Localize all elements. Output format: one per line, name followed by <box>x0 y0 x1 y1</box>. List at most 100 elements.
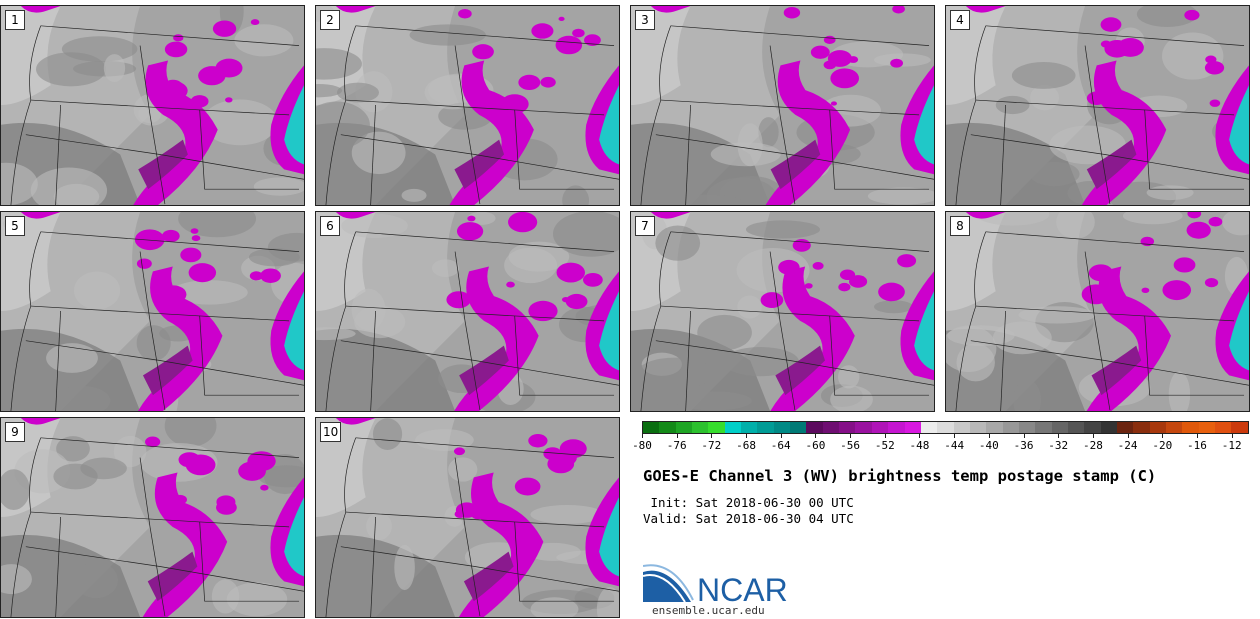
colorbar-tick-label: -48 <box>909 439 930 452</box>
stamp-panel-9: 9 <box>0 417 305 618</box>
panel-label: 4 <box>950 10 970 30</box>
colorbar-tick-label: -36 <box>1013 439 1034 452</box>
colorbar-tick-label: -68 <box>736 439 756 452</box>
colorbar-segment <box>953 422 970 433</box>
colorbar-tick-label: -24 <box>1117 439 1138 452</box>
stamp-panel-8: 8 <box>945 211 1250 412</box>
colorbar-segment <box>855 422 872 433</box>
colorbar-tick-label: -16 <box>1187 439 1207 452</box>
colorbar-segment <box>1166 422 1183 433</box>
colorbar-tick-label: -12 <box>1221 439 1242 452</box>
logo-text: NCAR <box>697 572 788 606</box>
panel-label: 8 <box>950 216 970 236</box>
colorbar-segment <box>1215 422 1232 433</box>
colorbar-segment <box>839 422 856 433</box>
colorbar-tick-label: -64 <box>770 439 791 452</box>
colorbar-segment <box>1002 422 1019 433</box>
colorbar-segment <box>757 422 774 433</box>
colorbar-tick-label: -72 <box>701 439 722 452</box>
stamp-panel-5: 5 <box>0 211 305 412</box>
colorbar-tick <box>746 434 748 438</box>
colorbar-tick <box>815 434 817 438</box>
colorbar-segment <box>675 422 693 433</box>
colorbar-tick <box>884 434 886 438</box>
colorbar-segment <box>1067 422 1085 433</box>
colorbar-tick <box>1162 434 1164 438</box>
colorbar-segment <box>741 422 758 433</box>
stamp-panel-1: 1 <box>0 5 305 206</box>
chart-title: GOES-E Channel 3 (WV) brightness temp po… <box>643 467 1157 485</box>
panel-label: 2 <box>320 10 340 30</box>
colorbar-tick <box>954 434 956 438</box>
colorbar-segment <box>1149 422 1166 433</box>
panel-label: 10 <box>320 422 342 442</box>
logo-url: ensemble.ucar.edu <box>652 604 765 617</box>
stamp-panel-4: 4 <box>945 5 1250 206</box>
valid-time: Valid: Sat 2018-06-30 04 UTC <box>643 511 854 526</box>
colorbar-segment <box>643 422 660 433</box>
colorbar-segment <box>1100 422 1117 433</box>
colorbar-tick-label: -40 <box>978 439 999 452</box>
colorbar-segment <box>724 422 742 433</box>
colorbar-segment <box>904 422 921 433</box>
colorbar-tick <box>676 434 678 438</box>
colorbar-segment <box>1231 422 1248 433</box>
colorbar-segment <box>692 422 709 433</box>
colorbar-tick-label: -76 <box>666 439 687 452</box>
colorbar-tick <box>1092 434 1094 438</box>
colorbar-segment <box>920 422 938 433</box>
colorbar-tick-label: -28 <box>1082 439 1103 452</box>
stamp-panel-2: 2 <box>315 5 620 206</box>
colorbar-segment <box>1182 422 1199 433</box>
colorbar-tick <box>988 434 990 438</box>
colorbar-segment <box>986 422 1003 433</box>
colorbar-tick <box>711 434 713 438</box>
colorbar-segment <box>806 422 823 433</box>
colorbar-tick <box>1023 434 1025 438</box>
colorbar-tick <box>1196 434 1198 438</box>
colorbar-segment <box>1133 422 1150 433</box>
colorbar-tick <box>919 434 921 438</box>
colorbar-tick-label: -52 <box>874 439 895 452</box>
colorbar-tick-label: -80 <box>632 439 652 452</box>
colorbar-tick-label: -44 <box>944 439 965 452</box>
colorbar-segment <box>790 422 807 433</box>
colorbar-tick <box>1231 434 1233 438</box>
colorbar-segment <box>1035 422 1052 433</box>
colorbar-segment <box>1198 422 1216 433</box>
colorbar-segment <box>871 422 889 433</box>
colorbar-tick <box>642 434 643 438</box>
colorbar-segment <box>1084 422 1101 433</box>
stamp-panel-6: 6 <box>315 211 620 412</box>
colorbar-tick-label: -60 <box>805 439 826 452</box>
panel-label: 1 <box>5 10 25 30</box>
colorbar-segment <box>888 422 905 433</box>
colorbar-segment <box>708 422 725 433</box>
panel-label: 9 <box>5 422 25 442</box>
panel-label: 5 <box>5 216 25 236</box>
ncar-logo: NCAR <box>642 562 793 608</box>
colorbar-segment <box>969 422 987 433</box>
colorbar-segment <box>822 422 840 433</box>
colorbar-segment <box>773 422 791 433</box>
colorbar-tick <box>850 434 852 438</box>
colorbar-segment <box>1116 422 1134 433</box>
colorbar-tick-label: -56 <box>840 439 861 452</box>
panel-label: 6 <box>320 216 340 236</box>
panel-label: 7 <box>635 216 655 236</box>
panel-label: 3 <box>635 10 655 30</box>
colorbar-tick <box>1127 434 1129 438</box>
colorbar-segment <box>937 422 954 433</box>
colorbar-segment <box>1051 422 1068 433</box>
colorbar-tick <box>780 434 782 438</box>
colorbar-segment <box>659 422 676 433</box>
colorbar-segment <box>1018 422 1036 433</box>
colorbar-tick <box>1058 434 1060 438</box>
stamp-panel-7: 7 <box>630 211 935 412</box>
colorbar <box>642 421 1249 434</box>
stamp-panel-10: 10 <box>315 417 620 618</box>
init-time: Init: Sat 2018-06-30 00 UTC <box>643 495 854 510</box>
colorbar-tick-label: -32 <box>1048 439 1069 452</box>
colorbar-ticks: -80 -76 -72 -68 -64 -60 -56 -52 -48 -44 -40 -36 -32-… <box>632 434 1249 454</box>
stamp-panel-3: 3 <box>630 5 935 206</box>
